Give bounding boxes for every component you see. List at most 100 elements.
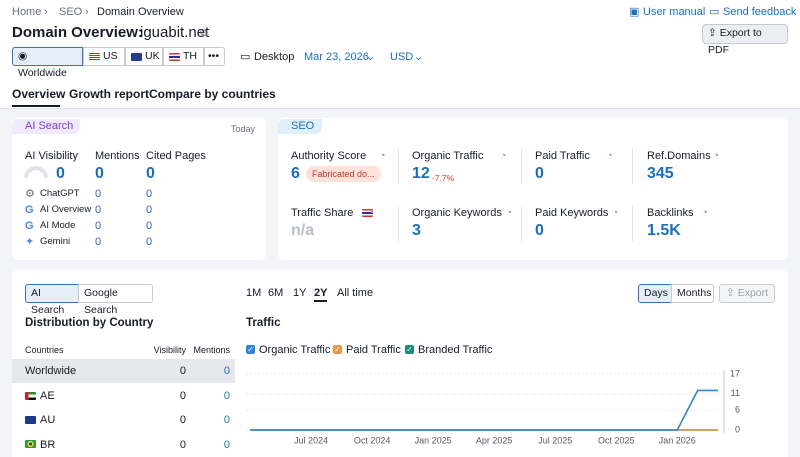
info-icon: ◔ — [606, 150, 613, 162]
tab[interactable]: Overview — [12, 87, 66, 101]
link[interactable]: Send feedback — [723, 6, 797, 18]
card-tag: SEO — [278, 119, 322, 134]
metric-value[interactable]: 6 — [291, 165, 300, 182]
info-icon: ◔ — [500, 150, 507, 162]
info-icon: ◔ — [712, 150, 720, 162]
gauge — [24, 166, 48, 178]
metric-value[interactable]: 3 — [412, 222, 421, 239]
metric-label: Traffic Share — [291, 207, 354, 219]
mentions[interactable]: 0 — [223, 389, 230, 402]
export-pdf-button[interactable]: ⇪ Export to PDF — [702, 24, 788, 56]
visibility: 0 — [179, 438, 186, 451]
toggle-label: Days — [644, 287, 668, 299]
export-button[interactable]: ⇪ Export — [719, 284, 775, 303]
metric-value: 0 — [146, 165, 155, 182]
legend-checkbox[interactable]: ✓ — [333, 345, 342, 354]
divider — [521, 205, 522, 241]
divider — [632, 205, 633, 241]
cited-pages[interactable]: 0 — [146, 204, 153, 216]
page-title: Domain Overview: — [12, 24, 143, 41]
period[interactable]: All time — [337, 287, 374, 299]
metric-value[interactable]: n/a — [291, 222, 315, 239]
crumb[interactable]: Home — [12, 6, 42, 18]
google-icon: G — [25, 220, 34, 232]
region-button[interactable]: ◉ Worldwide — [12, 47, 83, 79]
info-icon: ◔ — [367, 207, 375, 219]
mentions[interactable]: 0 — [95, 188, 102, 200]
device[interactable]: Desktop — [254, 51, 295, 63]
country: AU — [40, 414, 56, 426]
source-toggle[interactable]: Google Search — [78, 284, 153, 316]
chatgpt-icon: ⚙ — [25, 188, 35, 200]
period[interactable]: 1Y — [293, 287, 307, 299]
change: -7.7% — [432, 173, 455, 183]
region-button[interactable]: TH — [163, 47, 204, 66]
section-title: Distribution by Country — [25, 317, 154, 329]
ai-search-card — [12, 118, 266, 260]
metric-label: Ref.Domains — [647, 150, 711, 162]
region-button[interactable]: US — [83, 47, 125, 66]
granularity[interactable]: Months — [671, 284, 714, 303]
column-header: Visibility — [153, 345, 186, 355]
period[interactable]: 1M — [246, 287, 262, 299]
period[interactable]: 2Y — [314, 286, 328, 302]
source-toggle[interactable]: AI Search — [25, 284, 79, 316]
gemini-icon: ✦ — [25, 236, 35, 248]
metric-value[interactable]: 1.5K — [647, 222, 681, 239]
metric-value[interactable]: 0 — [535, 222, 544, 239]
mentions[interactable]: 0 — [95, 220, 102, 232]
row-highlight — [12, 359, 235, 383]
more-button[interactable]: ••• — [204, 47, 225, 66]
legend-label: Paid Traffic — [346, 344, 401, 356]
crumb-sep: › — [85, 6, 89, 18]
region-button[interactable]: UK — [125, 47, 163, 66]
link[interactable]: User manual — [643, 6, 706, 18]
section-title: Traffic — [246, 317, 281, 329]
metric-label: Mentions — [95, 150, 140, 162]
tab[interactable]: Compare by countries — [149, 87, 276, 101]
crumb[interactable]: SEO — [59, 6, 83, 18]
metric-value[interactable]: 0 — [535, 165, 544, 182]
column-header: Countries — [25, 345, 64, 355]
platform-name: ChatGPT — [40, 188, 80, 199]
y-tick-label: 6 — [735, 405, 740, 415]
divider — [398, 148, 399, 184]
toggle-label: AI Search — [31, 287, 65, 316]
metric-value[interactable]: 12 — [412, 165, 430, 182]
toggle-label: Google Search — [84, 287, 118, 316]
cited-pages[interactable]: 0 — [146, 236, 153, 248]
mentions[interactable]: 0 — [223, 438, 230, 451]
external-icon[interactable]: ⧉ — [200, 27, 208, 39]
crumb: Domain Overview — [97, 6, 184, 18]
cited-pages[interactable]: 0 — [146, 188, 153, 200]
upload-icon: ⇪ — [726, 287, 738, 299]
legend-checkbox[interactable]: ✓ — [405, 345, 414, 354]
mentions[interactable]: 0 — [223, 365, 230, 377]
upload-icon: ⇪ — [708, 27, 720, 39]
info-icon: ◔ — [505, 207, 513, 219]
divider — [521, 148, 522, 184]
seo-card — [278, 118, 788, 260]
tab[interactable]: Growth report — [69, 87, 149, 101]
mentions[interactable]: 0 — [95, 204, 102, 216]
legend-checkbox[interactable]: ✓ — [246, 345, 255, 354]
period[interactable]: 6M — [268, 287, 284, 299]
cited-pages[interactable]: 0 — [146, 220, 153, 232]
date-picker[interactable]: Mar 23, 2026 — [304, 51, 369, 63]
mentions[interactable]: 0 — [223, 414, 230, 426]
globe-icon: ◉ — [18, 50, 28, 62]
country: AE — [40, 389, 55, 402]
x-tick-label: Oct 2025 — [598, 435, 635, 445]
legend-label: Branded Traffic — [418, 344, 493, 356]
mentions[interactable]: 0 — [95, 236, 102, 248]
x-tick-label: Oct 2024 — [354, 435, 391, 445]
granularity[interactable]: Days — [638, 284, 672, 303]
divider — [398, 205, 399, 241]
metric-label: Cited Pages — [146, 150, 206, 162]
y-tick-label: 17 — [730, 368, 740, 378]
metric-value[interactable]: 345 — [647, 165, 674, 182]
x-tick-label: Jul 2024 — [294, 435, 328, 445]
currency[interactable]: USD — [390, 51, 414, 63]
y-tick-label: 0 — [735, 424, 740, 434]
book-icon: ▣ — [629, 6, 640, 18]
